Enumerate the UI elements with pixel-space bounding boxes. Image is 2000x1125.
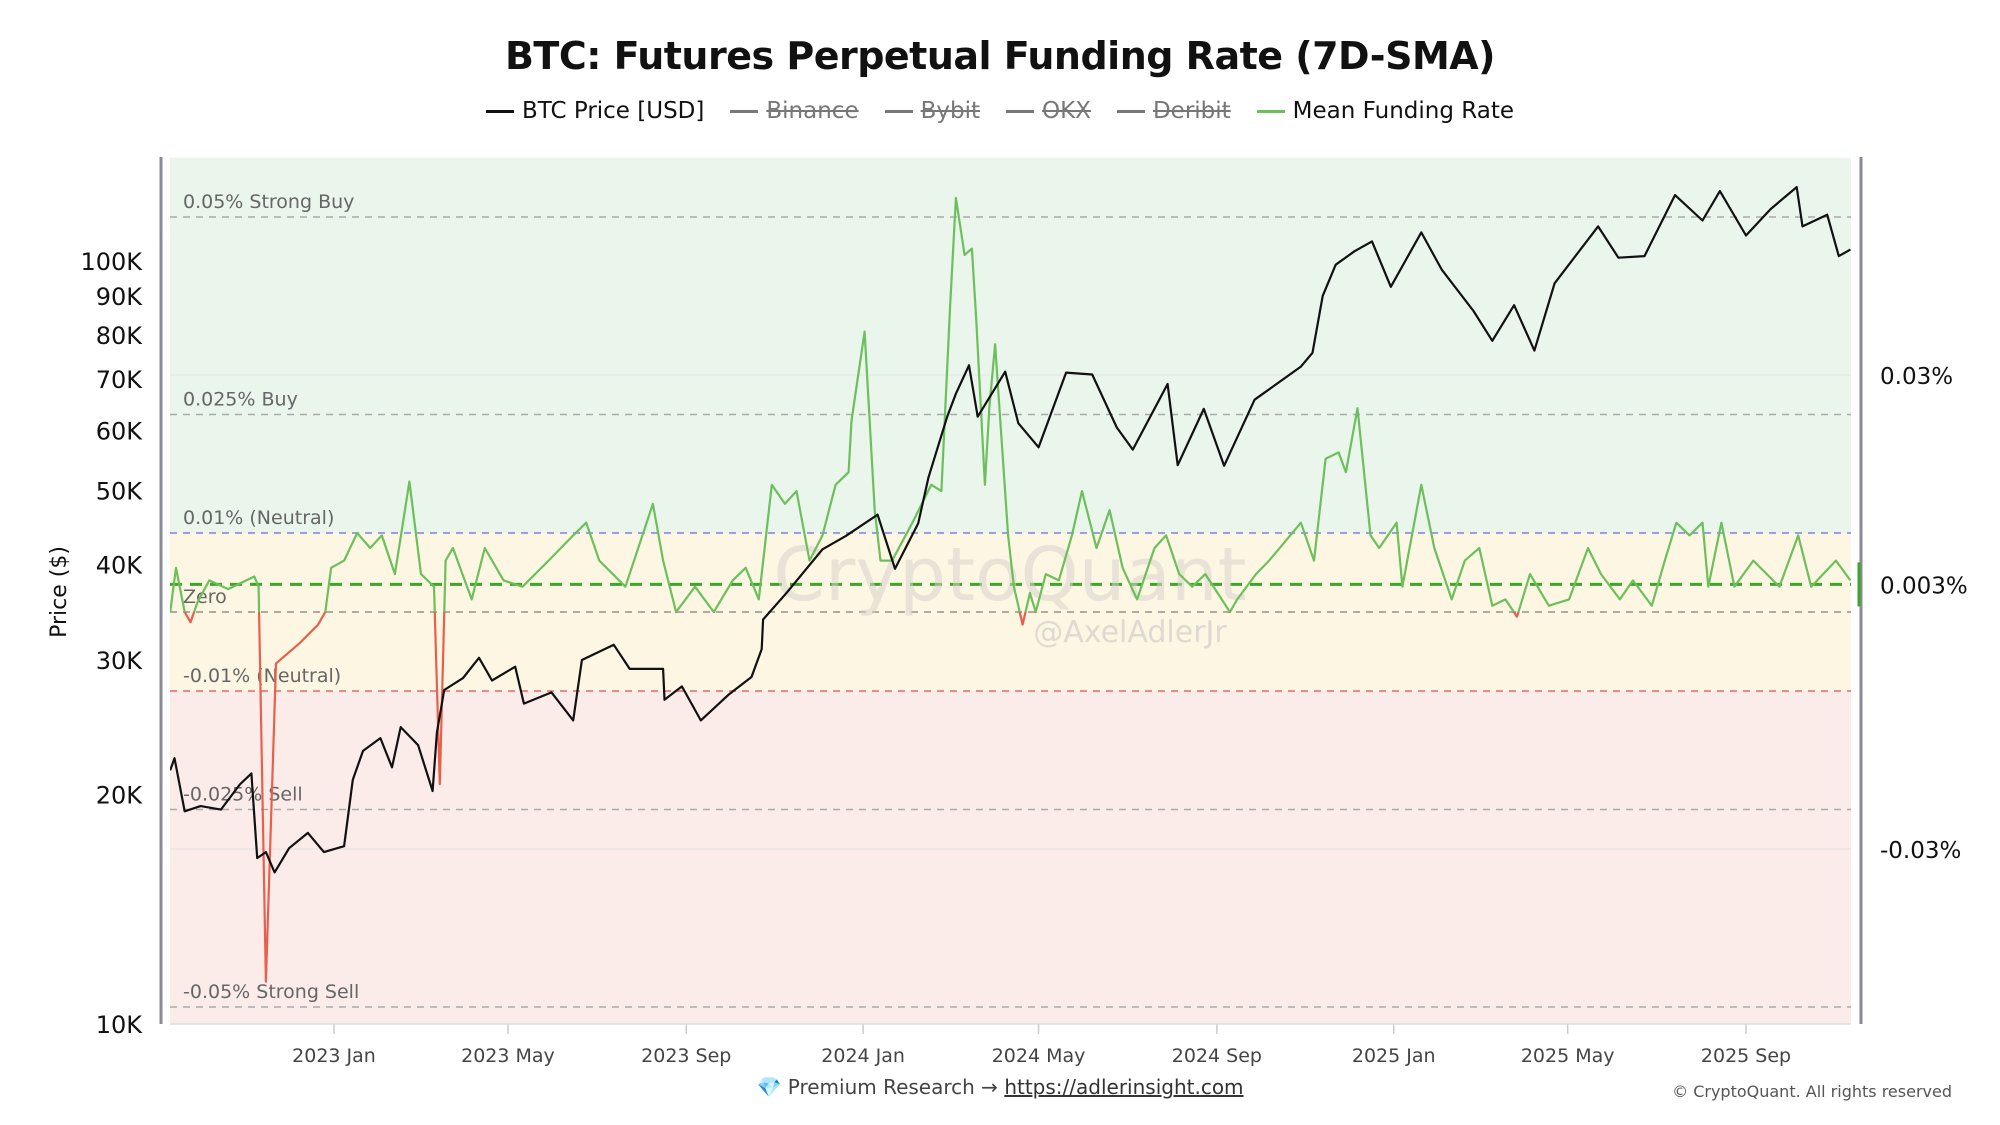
funding-rate-line-positive xyxy=(170,196,1851,612)
diamond-icon: 💎 xyxy=(756,1075,782,1099)
reference-line-label: -0.025% Sell xyxy=(183,784,303,806)
reference-line-label: 0.05% Strong Buy xyxy=(183,191,354,213)
legend-item-binance[interactable]: Binance xyxy=(730,98,859,124)
footer: 💎 Premium Research → https://adlerinsigh… xyxy=(0,1075,2000,1099)
reference-line-label: -0.01% (Neutral) xyxy=(183,665,341,687)
y-right-tick-label: 0.003% xyxy=(1880,573,1968,599)
reference-line-label: 0.025% Buy xyxy=(183,389,298,411)
y-left-tick-label: 90K xyxy=(96,283,144,311)
legend-swatch xyxy=(1116,109,1145,113)
legend-item-deribit[interactable]: Deribit xyxy=(1116,98,1231,124)
legend-item-okx[interactable]: OKX xyxy=(1006,98,1091,124)
y-left-tick-label: 100K xyxy=(80,248,143,276)
footer-link[interactable]: https://adlerinsight.com xyxy=(1004,1075,1244,1099)
x-tick-label: 2025 May xyxy=(1521,1045,1615,1067)
y-right-tick-label: 0.03% xyxy=(1880,364,1953,390)
x-tick-label: 2025 Jan xyxy=(1352,1045,1436,1067)
y-left-tick-label: 40K xyxy=(96,552,144,580)
zone-band-0 xyxy=(170,157,1851,533)
reference-line-label: 0.01% (Neutral) xyxy=(183,507,334,529)
legend-swatch xyxy=(1256,109,1285,113)
legend-swatch xyxy=(486,109,514,113)
y-left-tick-label: 70K xyxy=(96,366,144,394)
y-left-tick-label: 80K xyxy=(96,322,144,350)
y-left-tick-label: 50K xyxy=(96,478,144,506)
legend-item-mean-funding-rate[interactable]: Mean Funding Rate xyxy=(1256,98,1514,124)
legend-swatch xyxy=(1006,109,1034,113)
y-left-tick-label: 60K xyxy=(96,417,144,445)
legend: BTC Price [USD] Binance Bybit OKX Deribi… xyxy=(0,98,2000,124)
legend-label: Mean Funding Rate xyxy=(1292,98,1514,124)
legend-swatch xyxy=(884,109,913,113)
y-left-tick-label: 10K xyxy=(96,1011,144,1039)
legend-label: Deribit xyxy=(1152,98,1231,124)
x-tick-label: 2024 Jan xyxy=(821,1045,905,1067)
legend-item-btc-price[interactable]: BTC Price [USD] xyxy=(486,98,704,124)
funding-rate-line-negative xyxy=(170,612,1520,983)
legend-label: OKX xyxy=(1042,98,1091,124)
y-right-tick-label: -0.03% xyxy=(1880,838,1961,864)
legend-label: Bybit xyxy=(920,98,980,124)
x-tick-label: 2025 Sep xyxy=(1701,1045,1791,1067)
x-tick-label: 2023 Jan xyxy=(292,1045,376,1067)
x-tick-label: 2024 May xyxy=(992,1045,1086,1067)
x-tick-label: 2023 Sep xyxy=(641,1045,731,1067)
watermark-author: @AxelAdlerJr xyxy=(1033,615,1227,650)
legend-item-bybit[interactable]: Bybit xyxy=(884,98,980,124)
x-tick-label: 2024 Sep xyxy=(1172,1045,1262,1067)
reference-line-label: -0.05% Strong Sell xyxy=(183,981,359,1003)
y-left-tick-label: 30K xyxy=(96,647,144,675)
legend-label: Binance xyxy=(766,98,859,124)
reference-line-label: Zero xyxy=(183,586,227,608)
legend-swatch xyxy=(730,109,759,113)
legend-label: BTC Price [USD] xyxy=(522,98,705,124)
copyright: © CryptoQuant. All rights reserved xyxy=(1672,1082,1952,1101)
footer-text: Premium Research → xyxy=(787,1075,998,1099)
btc-price-line xyxy=(170,186,1851,874)
x-tick-label: 2023 May xyxy=(461,1045,555,1067)
zone-band-2 xyxy=(170,691,1851,1024)
y-left-tick-label: 20K xyxy=(96,781,144,809)
chart-title: BTC: Futures Perpetual Funding Rate (7D-… xyxy=(504,34,1496,78)
y-left-axis-title: Price ($) xyxy=(47,546,72,638)
